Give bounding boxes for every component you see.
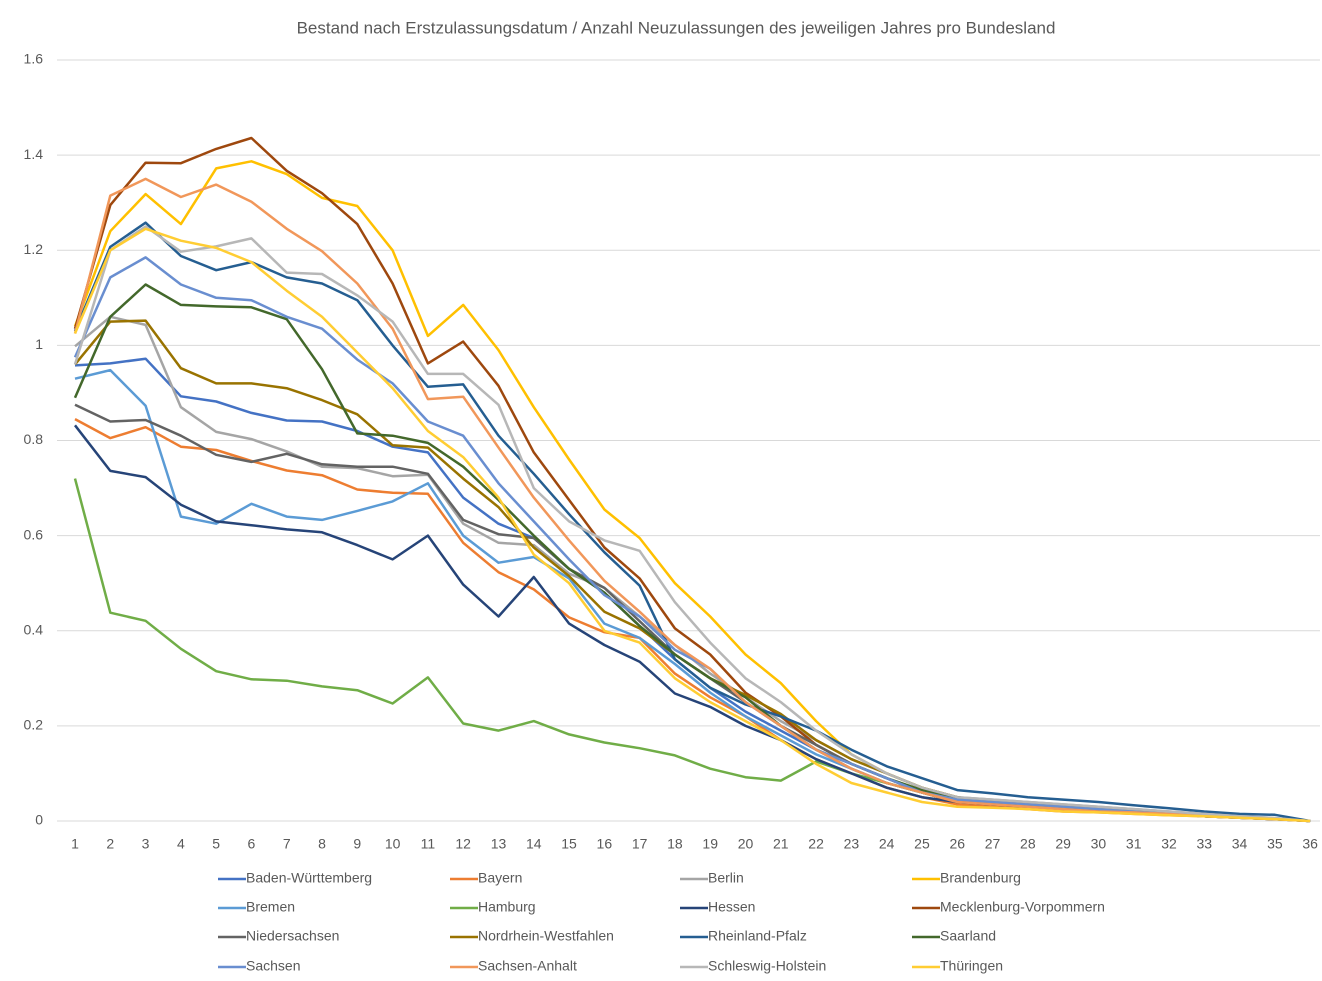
series-line bbox=[73, 227, 1311, 823]
series-line bbox=[74, 403, 1311, 823]
series-line bbox=[74, 357, 1311, 823]
x-tick-label: 12 bbox=[455, 836, 471, 852]
x-tick-label: 24 bbox=[879, 836, 895, 852]
series-line bbox=[74, 368, 1311, 823]
legend-label: Hamburg bbox=[478, 899, 536, 915]
x-tick-label: 26 bbox=[949, 836, 965, 852]
y-tick-label: 1.4 bbox=[24, 146, 44, 162]
x-tick-label: 1 bbox=[71, 836, 79, 852]
x-tick-label: 11 bbox=[421, 836, 436, 852]
x-tick-label: 33 bbox=[1196, 836, 1212, 852]
legend-label: Berlin bbox=[708, 870, 744, 886]
x-tick-label: 10 bbox=[385, 836, 401, 852]
x-tick-label: 29 bbox=[1055, 836, 1071, 852]
legend-label: Sachsen bbox=[246, 958, 300, 974]
legend-label: Nordrhein-Westfahlen bbox=[478, 928, 614, 944]
x-tick-label: 20 bbox=[738, 836, 754, 852]
x-tick-label: 30 bbox=[1091, 836, 1107, 852]
legend-label: Hessen bbox=[708, 899, 755, 915]
x-tick-label: 22 bbox=[808, 836, 824, 852]
series-line bbox=[74, 315, 1311, 823]
x-tick-label: 9 bbox=[353, 836, 361, 852]
legend-label: Thüringen bbox=[940, 958, 1003, 974]
x-tick-label: 5 bbox=[212, 836, 220, 852]
x-tick-label: 7 bbox=[283, 836, 291, 852]
y-tick-label: 1 bbox=[35, 336, 43, 352]
x-tick-label: 18 bbox=[667, 836, 683, 852]
legend-label: Bayern bbox=[478, 870, 522, 886]
x-tick-label: 34 bbox=[1232, 836, 1248, 852]
series-line bbox=[73, 478, 1311, 823]
x-tick-label: 27 bbox=[985, 836, 1001, 852]
x-tick-label: 19 bbox=[702, 836, 718, 852]
y-tick-label: 0.2 bbox=[24, 717, 44, 733]
series-line bbox=[73, 221, 1311, 823]
x-tick-label: 32 bbox=[1161, 836, 1177, 852]
x-tick-label: 17 bbox=[632, 836, 648, 852]
y-tick-label: 1.6 bbox=[24, 51, 44, 67]
x-tick-label: 36 bbox=[1302, 836, 1318, 852]
legend-label: Bremen bbox=[246, 899, 295, 915]
x-tick-label: 8 bbox=[318, 836, 326, 852]
y-tick-label: 0.4 bbox=[24, 621, 44, 637]
legend-label: Baden-Württemberg bbox=[246, 870, 372, 886]
y-tick-label: 0 bbox=[35, 812, 43, 828]
x-tick-label: 4 bbox=[177, 836, 185, 852]
series-line bbox=[73, 283, 1311, 823]
chart-title: Bestand nach Erstzulassungsdatum / Anzah… bbox=[297, 18, 1056, 37]
series-line bbox=[73, 160, 1311, 823]
y-tick-label: 0.6 bbox=[24, 526, 44, 542]
series-line bbox=[73, 225, 1311, 823]
legend-label: Brandenburg bbox=[940, 870, 1021, 886]
series-line bbox=[74, 319, 1311, 823]
x-tick-label: 2 bbox=[106, 836, 114, 852]
legend-label: Saarland bbox=[940, 928, 996, 944]
x-tick-label: 16 bbox=[597, 836, 613, 852]
series-line bbox=[73, 256, 1311, 823]
x-tick-label: 28 bbox=[1020, 836, 1036, 852]
series-line bbox=[73, 136, 1311, 823]
x-tick-label: 6 bbox=[248, 836, 256, 852]
y-tick-label: 0.8 bbox=[24, 431, 44, 447]
legend-label: Niedersachsen bbox=[246, 928, 339, 944]
x-tick-label: 35 bbox=[1267, 836, 1283, 852]
x-tick-label: 14 bbox=[526, 836, 542, 852]
x-tick-label: 31 bbox=[1126, 836, 1142, 852]
x-tick-label: 13 bbox=[491, 836, 507, 852]
legend-label: Rheinland-Pfalz bbox=[708, 928, 807, 944]
x-tick-label: 15 bbox=[561, 836, 577, 852]
x-tick-label: 21 bbox=[773, 836, 789, 852]
series-line bbox=[73, 177, 1311, 823]
x-tick-label: 23 bbox=[844, 836, 860, 852]
x-tick-label: 25 bbox=[914, 836, 930, 852]
legend-label: Mecklenburg-Vorpommern bbox=[940, 899, 1105, 915]
legend-label: Sachsen-Anhalt bbox=[478, 958, 577, 974]
y-tick-label: 1.2 bbox=[24, 241, 44, 257]
legend-label: Schleswig-Holstein bbox=[708, 958, 826, 974]
x-tick-label: 3 bbox=[142, 836, 150, 852]
